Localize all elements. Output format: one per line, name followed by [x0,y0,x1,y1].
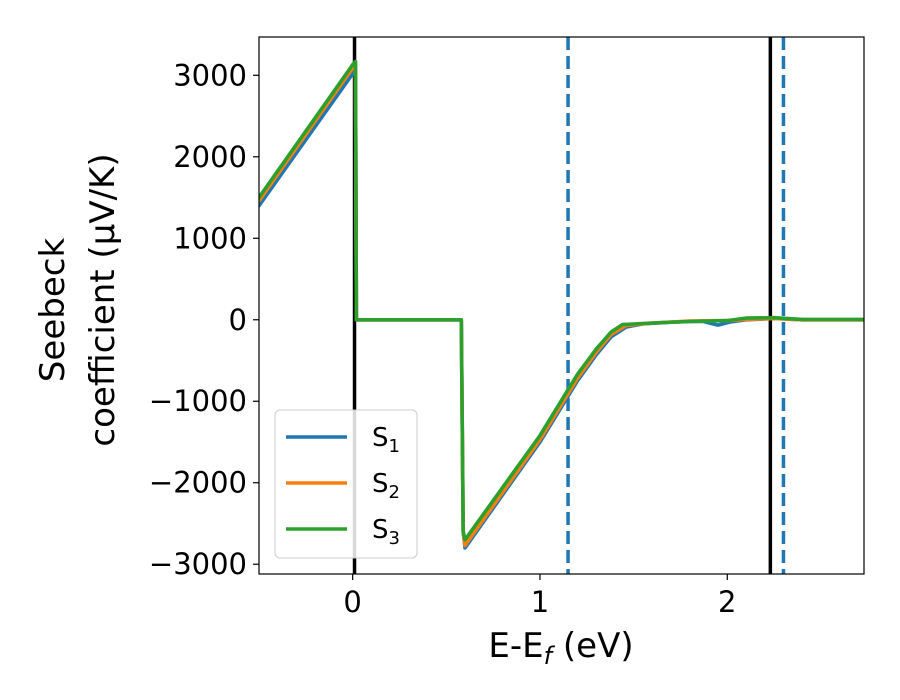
legend-label-S2: S2 [372,469,400,503]
series-lines [259,59,864,550]
vertical-lines [352,37,786,574]
y-tick-label: 0 [229,303,247,337]
y-tick-label: −1000 [149,384,247,418]
legend-label-S3: S3 [372,515,400,549]
y-axis-label-line2: coefficient (μV/K) [83,153,123,446]
y-axis-ticks: −3000 −2000 −1000 0 1000 2000 3000 [149,58,259,581]
series-line-S3 [259,59,864,542]
x-axis-label: E-Ef (eV) [488,626,633,670]
y-tick-label: 1000 [173,221,247,255]
y-tick-label: 3000 [173,58,247,92]
y-axis-label-line1: Seebeck [33,238,73,383]
x-tick-label: 2 [718,585,736,619]
y-tick-label: −3000 [149,547,247,581]
x-axis-ticks: 0 1 2 [343,574,736,619]
x-tick-label: 0 [343,585,361,619]
plot-frame [258,36,865,575]
y-tick-label: 2000 [173,140,247,174]
y-tick-label: −2000 [149,466,247,500]
legend-label-S1: S1 [372,423,400,457]
x-tick-label: 1 [531,585,549,619]
legend: S1 S2 S3 [274,409,418,559]
